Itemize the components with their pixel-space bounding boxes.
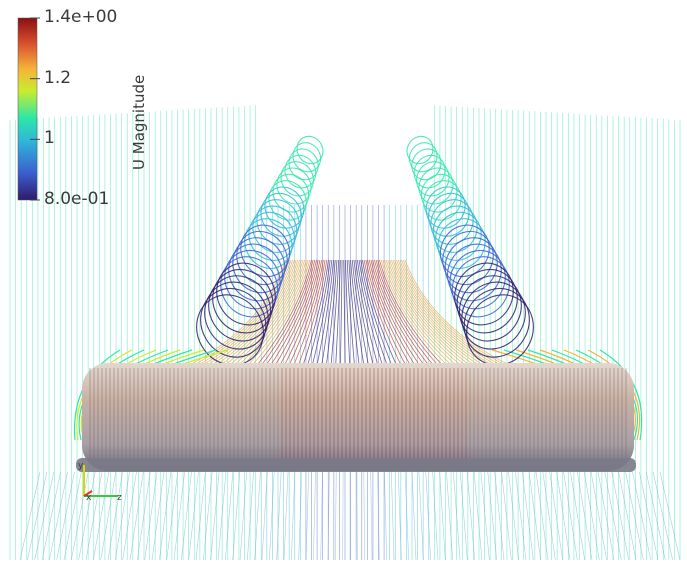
streamline-field [9,105,681,561]
legend-tick-label: 1 [44,128,55,149]
legend-tick-label: 8.0e-01 [44,189,110,209]
color-bar [17,17,38,201]
vortex-right [406,135,534,366]
legend-title: U Magnitude [130,74,148,170]
axis-label-x: x [86,493,92,503]
cylinder [76,363,636,472]
axis-label-y: y [78,461,84,471]
orientation-axes: y x z [78,461,122,503]
axis-label-z: z [117,493,122,503]
legend-tick-label: 1.2 [44,67,72,88]
legend-tick-label: 1.4e+00 [44,7,118,27]
